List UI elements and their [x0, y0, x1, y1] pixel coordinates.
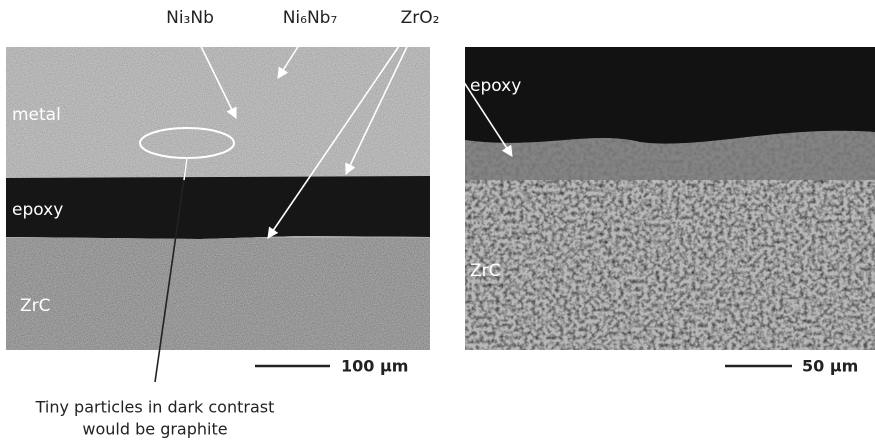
label: epoxy [12, 200, 63, 220]
label: ZrC [470, 261, 501, 281]
label: epoxy [470, 76, 521, 96]
caption: Tiny particles in dark contrast [35, 398, 275, 417]
right-micrograph [465, 47, 875, 350]
label: metal [12, 105, 61, 125]
label: Ni₆Nb₇ [283, 8, 338, 28]
caption: would be graphite [82, 420, 227, 439]
label: ZrO₂ [401, 8, 440, 28]
scale-label: 100 µm [341, 357, 408, 376]
figure: metal epoxy ZrC epoxy ZrC Ni₃Nb Ni₆Nb₇ Z… [0, 0, 875, 443]
label: Ni₃Nb [166, 8, 214, 28]
scale-label: 50 µm [802, 357, 858, 376]
label: ZrC [20, 296, 51, 316]
